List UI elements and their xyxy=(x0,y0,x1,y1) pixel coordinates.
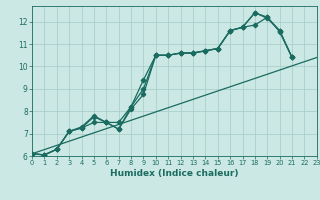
X-axis label: Humidex (Indice chaleur): Humidex (Indice chaleur) xyxy=(110,169,239,178)
